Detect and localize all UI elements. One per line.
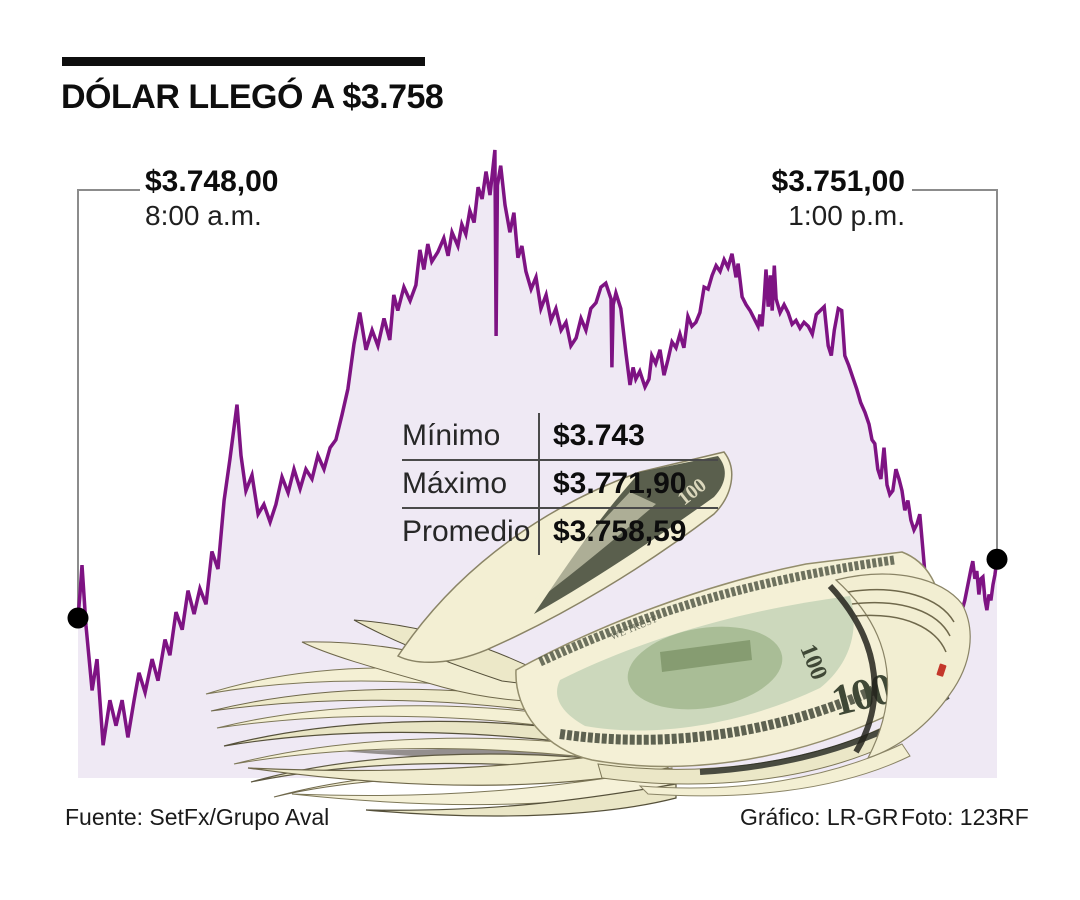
min-label: Mínimo <box>402 419 501 452</box>
table-row: Mínimo $3.743 <box>402 413 718 459</box>
graphic-credit: Gráfico: LR-GR <box>740 804 899 830</box>
open-callout-line <box>77 189 140 612</box>
table-row: Máximo $3.771,90 <box>402 459 718 507</box>
max-label: Máximo <box>402 467 508 500</box>
close-price: $3.751,00 <box>771 165 905 198</box>
table-row: Promedio $3.758,59 <box>402 507 718 555</box>
endpoint-dots <box>67 548 1008 629</box>
avg-value: $3.758,59 <box>538 509 718 555</box>
close-annotation: $3.751,00 1:00 p.m. <box>772 165 905 232</box>
source-credit: Fuente: SetFx/Grupo Aval <box>65 804 330 830</box>
photo-credit: Foto: 123RF <box>901 804 1029 830</box>
avg-label: Promedio <box>402 515 531 548</box>
min-value: $3.743 <box>538 413 718 459</box>
dollar-bills-photo: 100 100 WE TRUST 100 <box>205 451 971 817</box>
close-dot <box>986 548 1008 570</box>
open-dot <box>67 607 89 629</box>
close-time: 1:00 p.m. <box>788 199 905 231</box>
close-callout-line <box>912 189 998 556</box>
price-line <box>76 149 999 746</box>
page-title: DÓLAR LLEGÓ A $3.758 <box>61 78 444 116</box>
open-annotation: $3.748,00 8:00 a.m. <box>145 165 278 232</box>
stats-table: Mínimo $3.743 Máximo $3.771,90 Promedio … <box>402 413 718 555</box>
title-rule <box>62 57 425 66</box>
open-price: $3.748,00 <box>145 165 279 198</box>
open-time: 8:00 a.m. <box>145 199 262 231</box>
max-value: $3.771,90 <box>538 461 718 507</box>
